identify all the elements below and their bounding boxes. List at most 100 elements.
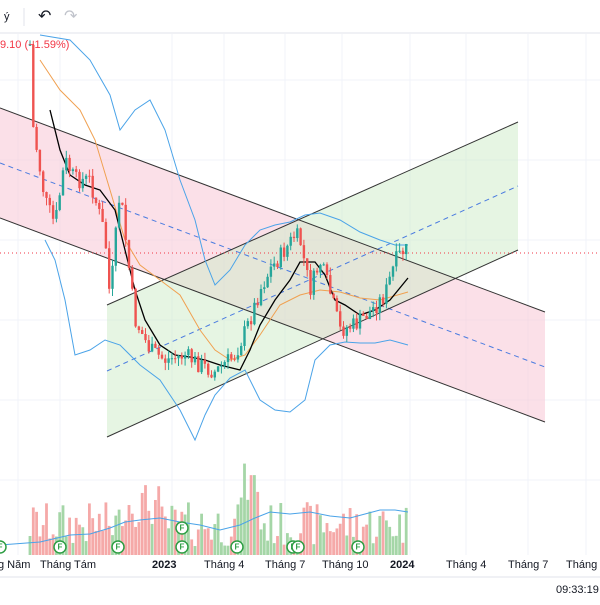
x-tick-label: Tháng 4 bbox=[204, 559, 244, 571]
candle-body bbox=[329, 275, 332, 294]
candle-body bbox=[134, 288, 137, 327]
volume-bar bbox=[170, 505, 174, 555]
candle-body bbox=[88, 175, 91, 177]
menu-icon[interactable]: ý bbox=[4, 11, 10, 23]
redo-button[interactable]: ↷ bbox=[64, 8, 78, 25]
x-tick-label: 2024 bbox=[390, 559, 415, 571]
candle-body bbox=[124, 204, 127, 241]
candle-body bbox=[302, 245, 306, 259]
candle-body bbox=[335, 298, 339, 312]
volume-bar bbox=[243, 463, 246, 555]
candle-body bbox=[279, 247, 282, 267]
volume-bar bbox=[375, 536, 378, 555]
volume-bar bbox=[246, 499, 250, 555]
volume-bar bbox=[378, 515, 382, 555]
candle-body bbox=[170, 358, 174, 360]
candle-body bbox=[61, 170, 65, 196]
volume-bar bbox=[213, 524, 217, 555]
candle-body bbox=[216, 366, 220, 372]
candle-body bbox=[282, 247, 286, 257]
volume-bar bbox=[305, 502, 309, 555]
candle-body bbox=[249, 321, 253, 325]
volume-bar bbox=[272, 543, 276, 555]
candle-body bbox=[246, 321, 249, 327]
volume-bar bbox=[58, 512, 62, 555]
undo-button[interactable]: ↶ bbox=[38, 8, 51, 25]
candle-body bbox=[299, 228, 302, 246]
volume-bar bbox=[101, 530, 104, 555]
volume-bar bbox=[361, 526, 365, 555]
candle-body bbox=[388, 276, 391, 285]
volume-bar bbox=[167, 528, 170, 555]
candle-body bbox=[121, 202, 124, 205]
volume-bar bbox=[150, 523, 154, 555]
event-marker bbox=[351, 540, 365, 554]
candle-body bbox=[32, 44, 35, 127]
volume-bar bbox=[312, 544, 316, 555]
x-tick-label: Tháng Tám bbox=[40, 559, 96, 571]
volume-bar bbox=[210, 539, 213, 555]
volume-bar bbox=[220, 542, 223, 555]
candle-body bbox=[286, 245, 289, 257]
candle-body bbox=[223, 362, 226, 366]
candle-body bbox=[164, 358, 167, 363]
volume-bar bbox=[385, 520, 388, 555]
volume-bar bbox=[365, 524, 368, 555]
volume-bar bbox=[140, 492, 144, 555]
candle-body bbox=[197, 356, 200, 373]
candle-body bbox=[154, 343, 157, 348]
volume-bar bbox=[226, 545, 230, 555]
volume-bar bbox=[157, 486, 161, 555]
event-label: F bbox=[0, 543, 3, 552]
volume-bar bbox=[223, 545, 227, 555]
candle-body bbox=[111, 265, 114, 289]
volume-bar bbox=[371, 543, 375, 555]
moving-average-fast bbox=[49, 109, 409, 371]
candle-body bbox=[131, 267, 134, 289]
volume-bar bbox=[160, 506, 164, 555]
x-tick-label: Tháng 7 bbox=[508, 559, 548, 571]
candle-body bbox=[332, 293, 335, 299]
volume-bar bbox=[31, 507, 35, 555]
volume-bar bbox=[196, 529, 200, 555]
event-marker bbox=[175, 540, 189, 554]
candle-body bbox=[240, 345, 243, 356]
candle-body bbox=[147, 340, 150, 352]
channel-midline bbox=[0, 162, 546, 368]
volume-bar bbox=[269, 505, 273, 555]
volume-bar bbox=[355, 514, 359, 555]
candle-body bbox=[45, 192, 48, 198]
volume-bar bbox=[41, 525, 45, 555]
candle-body bbox=[378, 297, 381, 314]
volume-bar bbox=[68, 517, 71, 555]
candle-body bbox=[220, 365, 223, 367]
volume-bar bbox=[309, 505, 312, 555]
volume-bar bbox=[190, 539, 194, 555]
candle-body bbox=[190, 349, 193, 363]
candle-body bbox=[183, 355, 187, 359]
candle-body bbox=[236, 355, 240, 360]
candle-body bbox=[71, 169, 75, 172]
volume-bar bbox=[335, 528, 339, 555]
volume-bar bbox=[130, 513, 134, 555]
candle-body bbox=[355, 318, 358, 329]
candle-body bbox=[210, 374, 213, 378]
candle-body bbox=[51, 205, 55, 219]
candle-body bbox=[266, 276, 269, 288]
candle-body bbox=[405, 244, 408, 255]
candle-body bbox=[322, 264, 325, 266]
candle-body bbox=[81, 178, 84, 189]
candle-body bbox=[94, 197, 98, 203]
event-label: F bbox=[180, 543, 185, 552]
candle-body bbox=[65, 157, 68, 171]
candle-body bbox=[368, 311, 372, 319]
volume-bar bbox=[345, 535, 349, 555]
volume-bar bbox=[348, 508, 352, 555]
volume-bar bbox=[163, 516, 167, 555]
event-marker bbox=[53, 540, 67, 554]
volume-bar bbox=[239, 497, 243, 555]
candle-body bbox=[362, 313, 365, 316]
candle-body bbox=[207, 363, 210, 375]
volume-bar bbox=[154, 499, 157, 555]
volume-bar bbox=[71, 542, 75, 555]
